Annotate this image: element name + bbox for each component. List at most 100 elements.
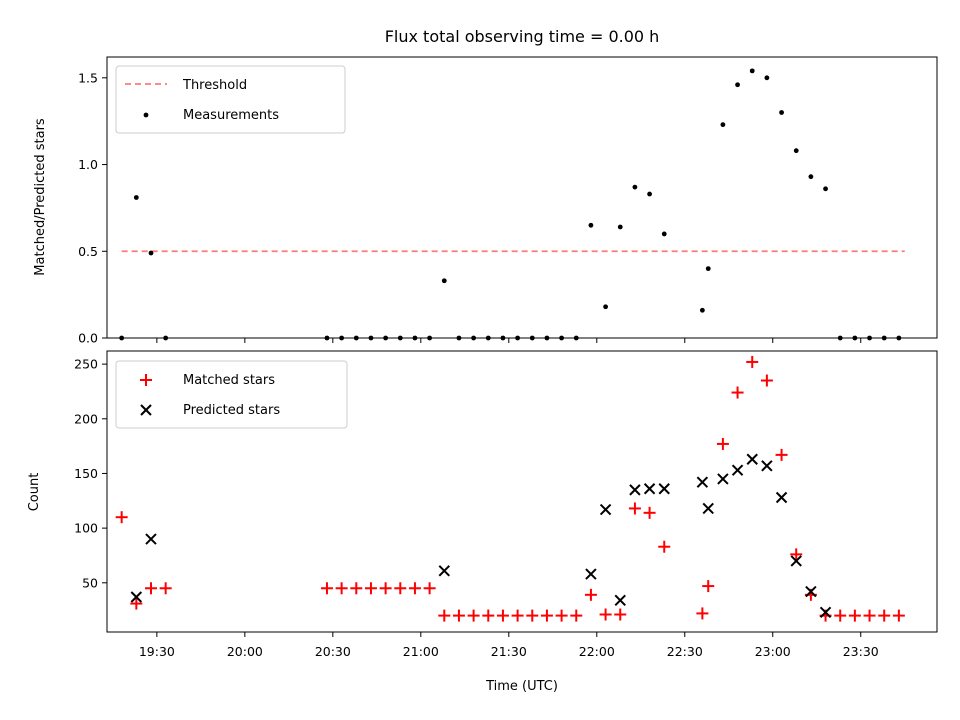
matched-star-point [350,582,363,595]
matched-star-point [863,609,876,622]
top-y-tick-label: 1.0 [78,157,98,172]
matched-star-point [394,582,407,595]
matched-star-point [320,582,333,595]
measurement-point [749,68,755,74]
measurement-point [133,195,139,200]
matched-star-point [746,355,759,368]
predicted-star-point [717,473,729,485]
top-y-tick-label: 0.5 [78,244,98,259]
bottom-legend: Matched stars Predicted stars [115,360,348,429]
matched-star-point [335,582,348,595]
matched-star-point [438,609,451,622]
matched-star-point [878,609,891,622]
measurement-point [808,174,814,180]
matched-star-point [834,609,847,622]
legend-matched-swatch [140,374,152,386]
measurement-point [793,148,799,154]
legend-measurements-label: Measurements [183,108,279,123]
predicted-star-point [629,484,641,496]
measurement-point [699,307,705,313]
matched-star-point [379,582,392,595]
predicted-star-point [614,594,626,606]
predicted-star-point [585,568,597,580]
matched-stars-series [115,355,905,622]
predicted-star-point [696,476,709,488]
matched-star-point [599,608,612,621]
predicted-star-point [819,606,832,619]
matched-star-point [731,386,744,399]
x-tick-label: 21:30 [491,644,527,659]
predicted-star-point [790,555,802,567]
matched-star-point [584,588,597,601]
x-tick-label: 23:30 [843,644,879,659]
matched-star-point [526,609,539,622]
measurement-point [603,304,608,310]
chart-title: Flux total observing time = 0.00 h [385,27,660,46]
bottom-plot-frame [106,350,938,633]
measurement-point [823,186,828,192]
x-tick-label: 20:30 [315,644,351,659]
matched-star-point [144,582,157,595]
bottom-y-tick-label: 50 [82,575,98,590]
bottom-y-tick-label: 100 [74,521,98,536]
matched-star-point [790,548,803,561]
legend-matched-label: Matched stars [183,373,275,388]
x-tick-label: 21:00 [403,644,439,659]
predicted-stars-series [130,453,832,619]
matched-star-point [570,609,583,622]
matched-star-point [115,511,128,524]
predicted-star-point [746,453,758,465]
x-tick-label: 22:00 [579,644,615,659]
matched-star-point [364,582,377,595]
predicted-star-point [702,502,714,515]
matched-star-point [452,609,465,622]
matched-star-point [848,609,861,622]
measurement-point [661,231,667,237]
matched-star-point [423,582,436,595]
measurement-point [779,110,784,115]
legend-measurements-swatch [143,112,149,118]
ratio-plot: 0.0 0.5 1.0 1.5 Matched/Predicted stars Thr… [33,56,938,346]
matched-star-point [760,374,773,387]
predicted-star-point [438,565,450,577]
measurement-point [764,75,770,81]
measurement-point [588,222,594,228]
legend-predicted-swatch [140,404,152,416]
measurement-point [720,122,726,128]
matched-star-point [716,437,729,450]
x-tick-label: 22:30 [667,644,703,659]
matched-star-point [658,540,671,553]
top-legend: Threshold Measurements [115,65,346,134]
predicted-star-point [145,533,157,545]
predicted-star-point [599,503,612,516]
bottom-y-tick-label: 150 [74,466,98,481]
predicted-star-point [775,491,788,504]
matched-star-point [482,609,495,622]
predicted-star-point [761,460,773,472]
predicted-star-point [658,483,670,495]
predicted-star-point [643,483,656,495]
matched-star-point [614,608,627,621]
measurement-point [148,250,154,256]
matched-star-point [467,609,480,622]
top-plot-frame [106,56,938,339]
predicted-star-point [805,585,817,598]
matched-star-point [702,580,715,593]
bottom-y-tick-label: 200 [74,411,98,426]
matched-star-point [511,609,524,622]
x-axis-label: Time (UTC) [485,679,558,694]
x-tick-label: 23:00 [755,644,791,659]
measurement-point [441,278,447,284]
predicted-star-point [130,591,143,603]
measurement-point [617,224,623,230]
measurement-point [705,266,711,272]
matched-star-point [408,582,421,595]
measurement-point [647,191,652,197]
matched-star-point [696,607,709,620]
matched-star-point [775,448,788,461]
matched-star-point [643,506,656,519]
legend-threshold-label: Threshold [182,78,247,93]
matched-star-point [496,609,509,622]
matched-star-point [130,597,143,610]
